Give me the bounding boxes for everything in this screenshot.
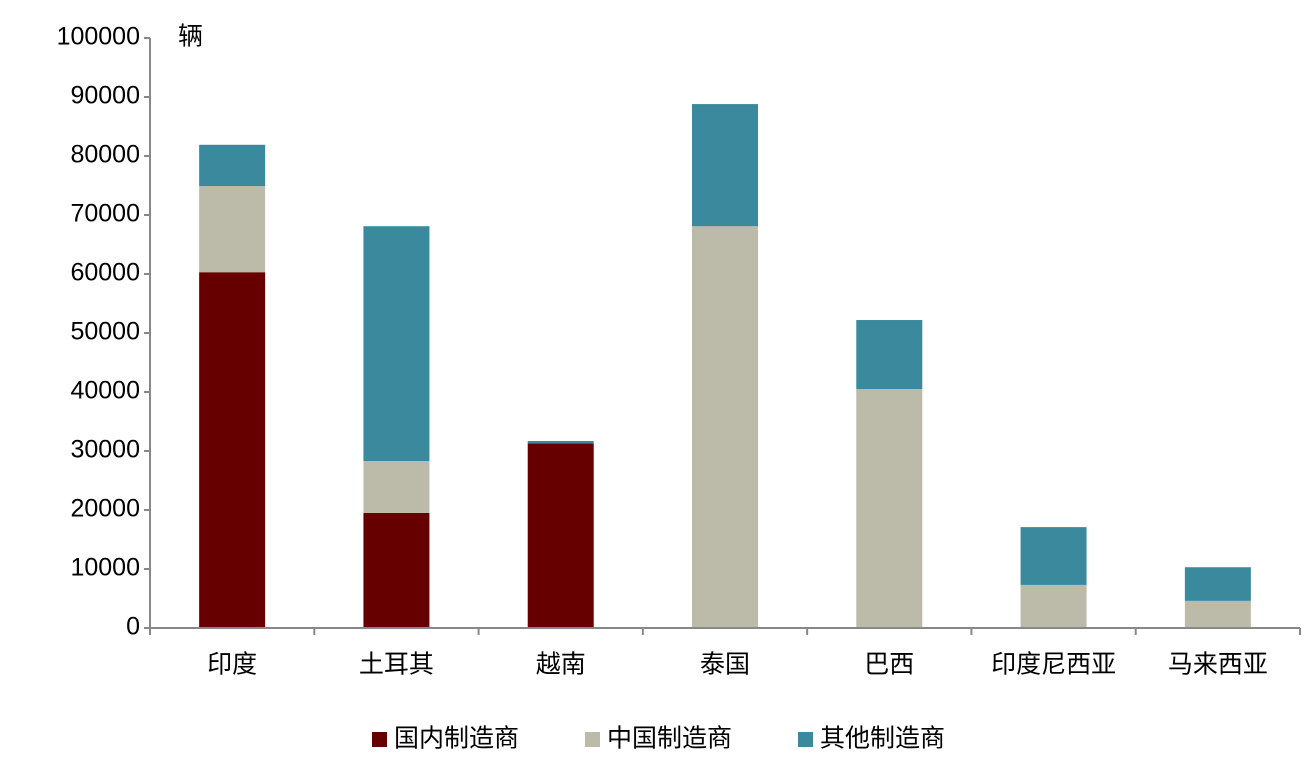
bar-segment [363, 512, 430, 628]
y-tick-label: 10000 [70, 554, 140, 582]
bar-segment [527, 443, 594, 628]
bar-segment [199, 272, 266, 628]
bar-segment [199, 144, 266, 187]
y-tick-label: 40000 [70, 377, 140, 405]
bar-segment [363, 461, 430, 513]
legend-swatch [798, 732, 813, 747]
legend-label: 国内制造商 [394, 725, 519, 753]
bar-segment [856, 320, 923, 390]
y-tick-label: 20000 [70, 495, 140, 523]
bar-segment [1184, 600, 1251, 628]
y-tick-label: 30000 [70, 436, 140, 464]
bar-segment [199, 186, 266, 273]
y-tick-label: 60000 [70, 259, 140, 287]
x-tick-label: 巴西 [864, 651, 914, 679]
x-tick-label: 印度尼西亚 [991, 651, 1116, 679]
legend-swatch [585, 732, 600, 747]
bar-segment [1020, 584, 1087, 628]
x-tick-label: 印度 [207, 651, 257, 679]
x-tick-label: 越南 [536, 651, 586, 679]
bar-segment [856, 389, 923, 628]
y-tick-label: 80000 [70, 141, 140, 169]
x-tick-label: 马来西亚 [1168, 651, 1268, 679]
legend-swatch [372, 732, 387, 747]
legend-label: 其他制造商 [820, 725, 945, 753]
bar-segment [1184, 567, 1251, 601]
bar-segment [1020, 527, 1087, 585]
y-unit-label: 辆 [178, 23, 203, 51]
y-tick-label: 50000 [70, 318, 140, 346]
bar-segment [692, 104, 758, 227]
x-tick-label: 泰国 [700, 651, 750, 679]
y-tick-label: 0 [126, 613, 140, 641]
bar-segment [363, 226, 430, 462]
y-tick-label: 100000 [57, 23, 140, 51]
y-tick-label: 90000 [70, 82, 140, 110]
bar-segment [527, 440, 594, 444]
legend-label: 中国制造商 [607, 725, 732, 753]
y-tick-label: 70000 [70, 200, 140, 228]
x-tick-label: 土耳其 [359, 651, 434, 679]
bar-segment [692, 226, 758, 628]
